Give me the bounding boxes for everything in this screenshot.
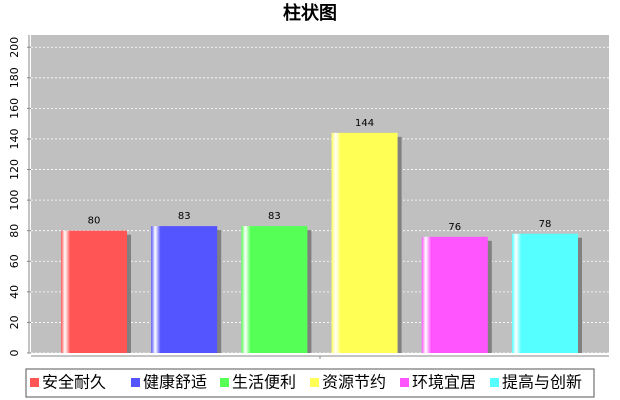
legend-swatch [220,378,229,387]
y-tick-label: 200 [8,37,21,58]
data-label: 83 [268,211,281,222]
y-tick-label: 100 [8,190,21,211]
y-tick-label: 60 [8,254,21,268]
chart-title: 柱状图 [283,2,337,24]
bar [331,132,398,353]
y-tick-label: 120 [8,159,21,180]
y-tick-label: 140 [8,128,21,149]
y-tick-label: 40 [8,285,21,299]
bar [512,233,578,353]
bar [151,226,218,353]
legend-label: 资源节约 [322,373,386,392]
bar [61,230,127,353]
data-label: 76 [448,222,461,233]
y-tick-label: 0 [8,350,21,357]
data-label: 78 [539,219,552,230]
legend-swatch [400,378,409,387]
data-label: 144 [355,118,374,129]
legend-swatch [490,378,499,387]
bar [241,226,308,353]
y-tick-label: 180 [8,67,21,88]
data-label: 80 [88,216,101,227]
legend-swatch [310,378,319,387]
legend-label: 健康舒适 [143,373,207,392]
legend-label: 环境宜居 [412,373,476,392]
y-tick-label: 160 [8,98,21,119]
legend-label: 提高与创新 [502,373,582,392]
y-tick-label: 80 [8,224,21,238]
bar [421,236,488,353]
legend-label: 安全耐久 [42,373,106,392]
legend-swatch [131,378,140,387]
legend-label: 生活便利 [232,373,296,392]
data-label: 83 [178,211,191,222]
y-tick-label: 20 [8,315,21,329]
legend-swatch [30,378,39,387]
